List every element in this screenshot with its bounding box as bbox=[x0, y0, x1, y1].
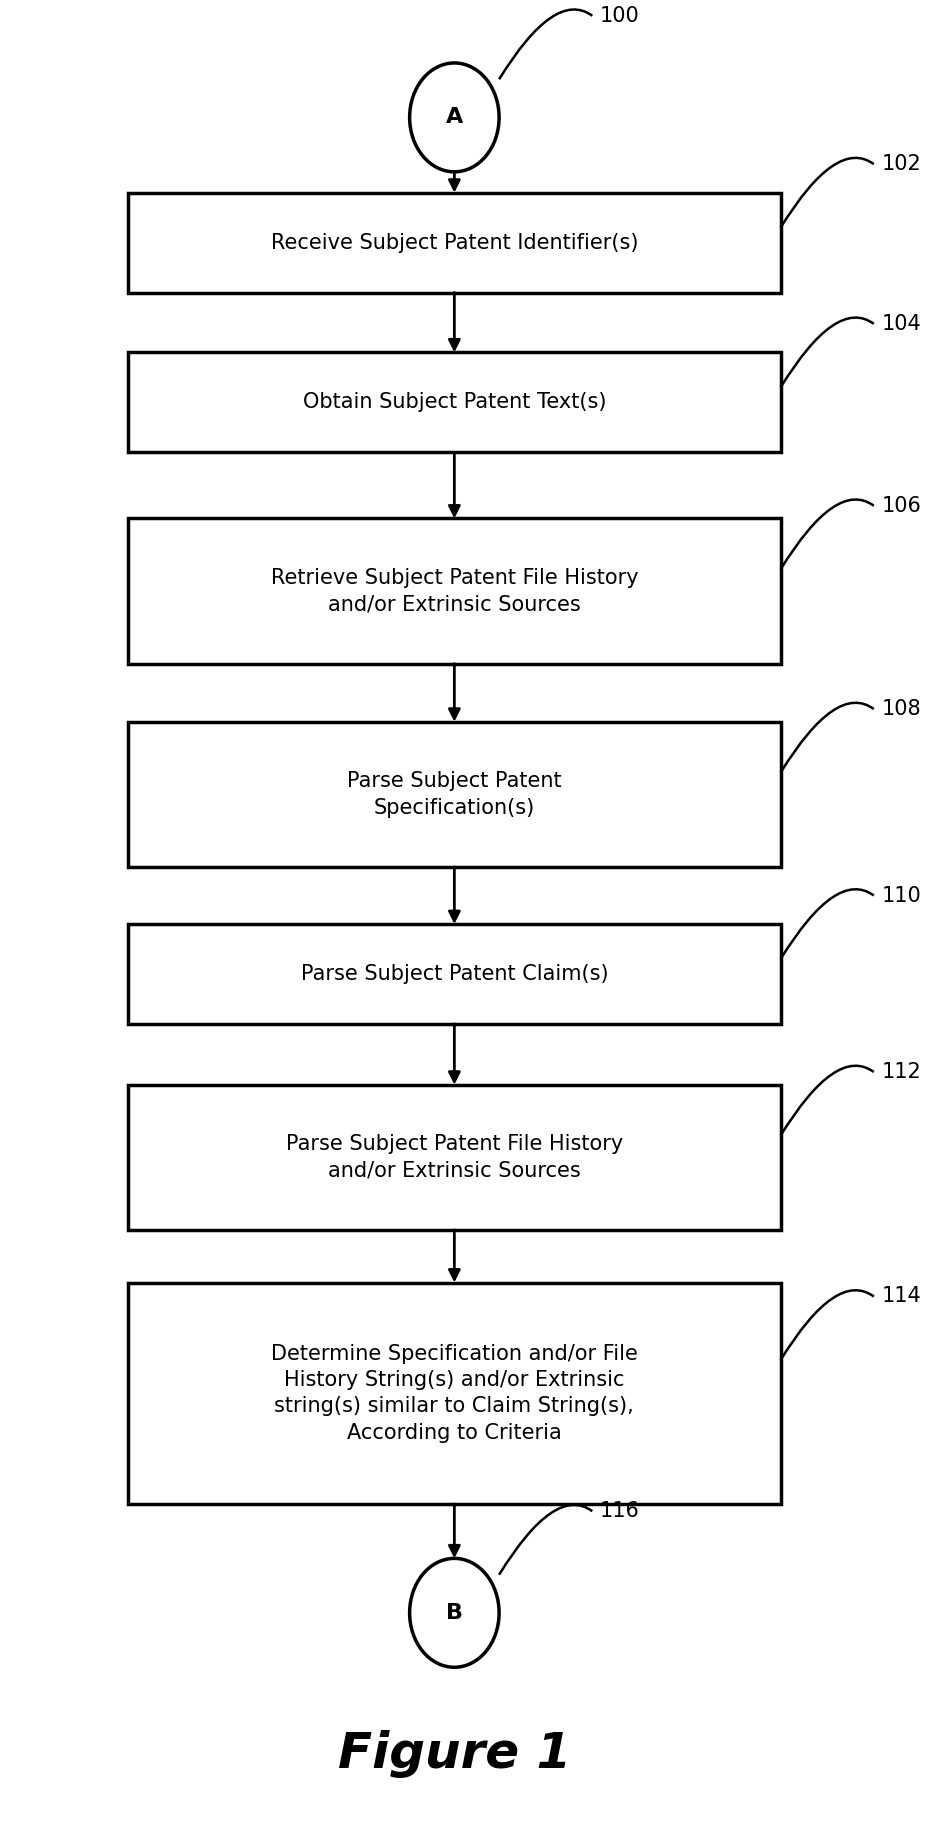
Text: 102: 102 bbox=[882, 155, 921, 173]
FancyBboxPatch shape bbox=[128, 518, 780, 663]
Text: 110: 110 bbox=[882, 885, 921, 905]
Text: 116: 116 bbox=[600, 1502, 639, 1520]
FancyBboxPatch shape bbox=[128, 352, 780, 452]
FancyBboxPatch shape bbox=[128, 1283, 780, 1504]
Text: Parse Subject Patent Claim(s): Parse Subject Patent Claim(s) bbox=[301, 964, 608, 984]
Text: Retrieve Subject Patent File History
and/or Extrinsic Sources: Retrieve Subject Patent File History and… bbox=[271, 568, 639, 614]
Text: 112: 112 bbox=[882, 1062, 921, 1082]
Text: Determine Specification and/or File
History String(s) and/or Extrinsic
string(s): Determine Specification and/or File Hist… bbox=[271, 1344, 638, 1443]
Ellipse shape bbox=[410, 63, 499, 171]
Text: 100: 100 bbox=[600, 6, 639, 26]
FancyBboxPatch shape bbox=[128, 722, 780, 866]
Ellipse shape bbox=[410, 1559, 499, 1668]
Text: 108: 108 bbox=[882, 698, 920, 719]
Text: B: B bbox=[446, 1603, 463, 1624]
Text: 114: 114 bbox=[882, 1286, 921, 1307]
Text: Parse Subject Patent
Specification(s): Parse Subject Patent Specification(s) bbox=[347, 770, 562, 818]
Text: Parse Subject Patent File History
and/or Extrinsic Sources: Parse Subject Patent File History and/or… bbox=[286, 1133, 623, 1181]
FancyBboxPatch shape bbox=[128, 923, 780, 1025]
Text: 106: 106 bbox=[882, 496, 921, 516]
Text: Figure 1: Figure 1 bbox=[338, 1731, 571, 1778]
FancyBboxPatch shape bbox=[128, 1086, 780, 1229]
Text: Obtain Subject Patent Text(s): Obtain Subject Patent Text(s) bbox=[303, 393, 606, 413]
Text: 104: 104 bbox=[882, 313, 921, 334]
FancyBboxPatch shape bbox=[128, 194, 780, 293]
Text: Receive Subject Patent Identifier(s): Receive Subject Patent Identifier(s) bbox=[271, 232, 639, 252]
Text: A: A bbox=[446, 107, 463, 127]
